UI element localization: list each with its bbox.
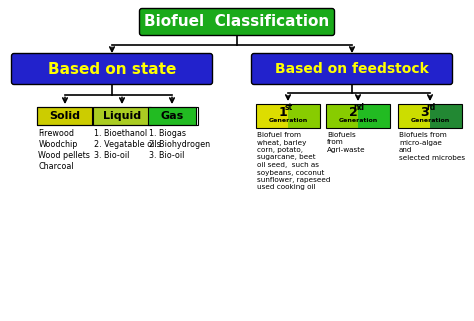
Text: 2: 2 (348, 107, 357, 119)
Text: rd: rd (427, 102, 436, 111)
FancyBboxPatch shape (11, 54, 212, 84)
FancyBboxPatch shape (252, 54, 453, 84)
Text: Firewood
Woodchip
Wood pellets
Charcoal: Firewood Woodchip Wood pellets Charcoal (38, 129, 91, 171)
Text: Biofuels
from
Agri-waste: Biofuels from Agri-waste (327, 132, 365, 153)
Text: Solid: Solid (49, 111, 81, 121)
Text: Biofuel from
wheat, barley
corn, potato,
sugarcane, beet
oil seed,  such as
soyb: Biofuel from wheat, barley corn, potato,… (257, 132, 330, 190)
Bar (37, 107, 199, 125)
Bar (148, 107, 196, 125)
Text: Gas: Gas (160, 111, 183, 121)
Bar (288, 104, 320, 128)
FancyBboxPatch shape (139, 8, 335, 36)
Bar (326, 104, 390, 128)
Bar (93, 107, 151, 125)
Text: 1: 1 (279, 107, 287, 119)
Bar (358, 104, 390, 128)
Bar (430, 104, 462, 128)
Bar (326, 104, 358, 128)
Bar (37, 107, 92, 125)
Text: st: st (285, 102, 293, 111)
Text: Based on feedstock: Based on feedstock (275, 62, 429, 76)
Bar (398, 104, 430, 128)
Text: Generation: Generation (410, 118, 450, 124)
Bar (398, 104, 462, 128)
Text: 1. Biogas
2. Biohydrogen
3. Bio-oil: 1. Biogas 2. Biohydrogen 3. Bio-oil (149, 129, 210, 160)
Text: Biofuel  Classification: Biofuel Classification (145, 14, 329, 30)
Text: Generation: Generation (268, 118, 308, 124)
Text: 3: 3 (421, 107, 429, 119)
Bar (256, 104, 320, 128)
Text: Biofuels from
micro-algae
and
selected microbes: Biofuels from micro-algae and selected m… (399, 132, 465, 160)
Text: Based on state: Based on state (48, 62, 176, 76)
Text: Liquid: Liquid (103, 111, 141, 121)
Bar (256, 104, 288, 128)
Text: 1. Bioethanol
2. Vegatable oils
3. Bio-oil: 1. Bioethanol 2. Vegatable oils 3. Bio-o… (94, 129, 161, 160)
Text: Generation: Generation (338, 118, 378, 124)
Text: nd: nd (354, 102, 365, 111)
